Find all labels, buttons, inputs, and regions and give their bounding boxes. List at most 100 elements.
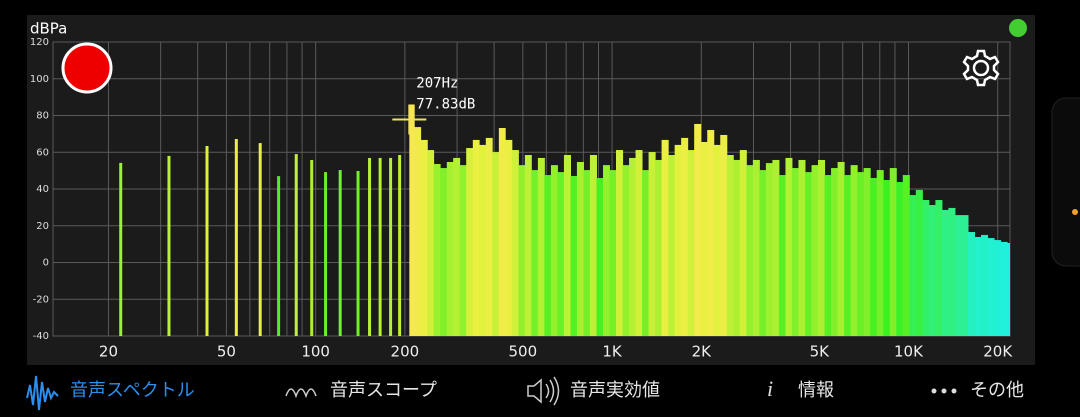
bar: [915, 189, 923, 336]
bar: [433, 164, 441, 336]
bar: [389, 157, 393, 336]
x-tick-label: 2K: [692, 343, 713, 361]
side-indicator: [1072, 209, 1078, 215]
bar: [356, 170, 360, 336]
bar: [883, 179, 891, 336]
bar: [687, 150, 695, 336]
bar: [338, 170, 342, 336]
tab-icon: [941, 388, 947, 394]
tab-spectrum[interactable]: 音声スペクトル: [26, 375, 195, 411]
bar: [524, 155, 532, 336]
bar: [941, 209, 949, 336]
bar: [726, 155, 734, 336]
bar: [603, 165, 610, 336]
bar: [870, 177, 878, 336]
bar: [648, 152, 656, 336]
bar: [922, 200, 930, 336]
bar: [427, 150, 435, 336]
bar: [765, 163, 773, 336]
bar: [609, 170, 617, 336]
tab-label: 音声スペクトル: [70, 380, 195, 401]
tab-rms[interactable]: 音声実効値: [527, 376, 660, 406]
y-tick-label: 120: [30, 37, 49, 48]
bar: [863, 168, 871, 336]
bar: [119, 162, 123, 336]
bar: [550, 165, 558, 336]
bar: [557, 172, 565, 336]
y-tick-label: -20: [33, 294, 49, 305]
x-tick-label: 20: [99, 343, 118, 361]
tab-icon: i: [767, 376, 773, 401]
tab-scope[interactable]: 音声スコープ: [285, 380, 437, 401]
bar: [414, 127, 422, 336]
bar: [791, 168, 799, 336]
bar: [420, 139, 428, 336]
bar: [409, 104, 415, 336]
bar: [511, 150, 519, 336]
tab-info[interactable]: i 情報: [767, 376, 834, 401]
bar: [759, 170, 767, 336]
bar: [994, 240, 1002, 336]
bar: [258, 143, 262, 336]
bar: [492, 152, 500, 336]
x-tick-label: 20K: [983, 343, 1013, 361]
bar: [831, 168, 839, 336]
tab-icon: [951, 388, 957, 394]
bar: [785, 157, 793, 336]
bar: [310, 159, 314, 336]
tab-label: 音声実効値: [570, 380, 660, 401]
bar: [453, 157, 461, 336]
x-tick-label: 1K: [602, 343, 623, 361]
bar: [622, 165, 630, 336]
tab-icon: [527, 376, 560, 406]
bar: [804, 172, 813, 336]
bar: [694, 123, 702, 336]
bar: [440, 168, 448, 336]
y-tick-label: 20: [36, 221, 49, 232]
bar: [294, 154, 298, 336]
bars: [119, 104, 1010, 337]
bar: [798, 159, 806, 336]
bar: [368, 157, 372, 336]
bar: [818, 159, 826, 336]
bar: [234, 139, 238, 336]
bar: [498, 127, 506, 337]
bar: [655, 159, 663, 336]
bar: [961, 215, 969, 336]
bar: [707, 130, 715, 336]
tab-label: 情報: [798, 380, 834, 401]
y-tick-label: 0: [43, 258, 49, 269]
x-tick-label: 10K: [894, 343, 924, 361]
bar: [778, 175, 786, 336]
bar: [277, 176, 281, 336]
bar: [446, 161, 454, 336]
status-dot: [1009, 19, 1027, 37]
bar: [844, 175, 852, 336]
y-tick-label: 100: [30, 74, 49, 85]
bar: [974, 236, 982, 336]
tab-label: その他: [970, 380, 1024, 401]
bar: [1000, 241, 1008, 336]
tab-more[interactable]: その他: [931, 380, 1025, 401]
bar: [909, 195, 917, 336]
tab-icon: [26, 375, 59, 411]
bar: [739, 150, 747, 336]
bar: [642, 170, 650, 336]
bar: [459, 165, 467, 336]
bar: [948, 207, 956, 336]
side-handle[interactable]: [1051, 97, 1080, 267]
y-tick-label: -40: [33, 331, 49, 342]
bar: [570, 175, 578, 336]
bar: [1007, 243, 1010, 336]
bar: [811, 165, 819, 336]
bar: [466, 148, 474, 336]
bar: [928, 204, 936, 336]
bar: [668, 155, 676, 336]
tab-icon: [931, 388, 937, 394]
bar: [824, 175, 832, 336]
bar: [700, 141, 708, 336]
record-button[interactable]: [61, 42, 113, 94]
bar: [902, 175, 910, 336]
settings-button[interactable]: [962, 49, 1000, 87]
bar: [681, 137, 689, 336]
